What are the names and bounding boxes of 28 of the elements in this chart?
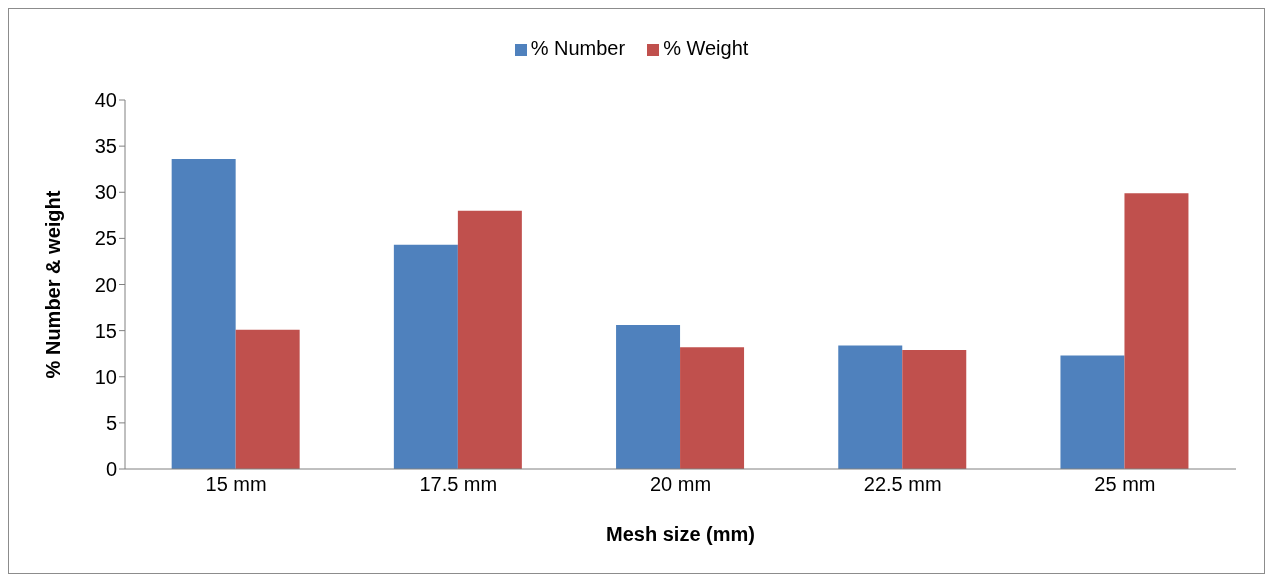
bar: [616, 325, 681, 469]
y-tick-label: 35: [94, 135, 117, 158]
bar: [171, 159, 236, 469]
x-tick-label: 15 mm: [205, 473, 267, 496]
y-tick-label: 25: [94, 227, 117, 250]
bar: [838, 345, 903, 469]
y-tick-label: 20: [94, 273, 117, 296]
bar: [680, 347, 745, 469]
bar: [235, 329, 300, 469]
x-tick-label: 20 mm: [649, 473, 712, 496]
y-tick-label: 40: [94, 89, 117, 112]
bar: [1060, 355, 1125, 469]
legend-label: % Number: [530, 37, 626, 59]
y-tick-label: 0: [105, 458, 117, 481]
y-tick-label: 10: [94, 365, 117, 388]
bar: [1124, 193, 1189, 469]
y-tick-label: 15: [94, 319, 117, 342]
x-axis-title: Mesh size (mm): [606, 523, 755, 545]
y-axis-title: % Number & weight: [42, 190, 65, 379]
y-tick-label: 5: [105, 411, 117, 434]
legend-label: % Weight: [663, 37, 749, 59]
bar: [393, 244, 458, 469]
bar: [457, 210, 522, 469]
x-tick-label: 22.5 mm: [863, 473, 942, 496]
y-tick-label: 30: [94, 181, 117, 204]
x-tick-label: 17.5 mm: [419, 473, 498, 496]
x-tick-label: 25 mm: [1094, 473, 1156, 496]
bar: [902, 350, 967, 469]
